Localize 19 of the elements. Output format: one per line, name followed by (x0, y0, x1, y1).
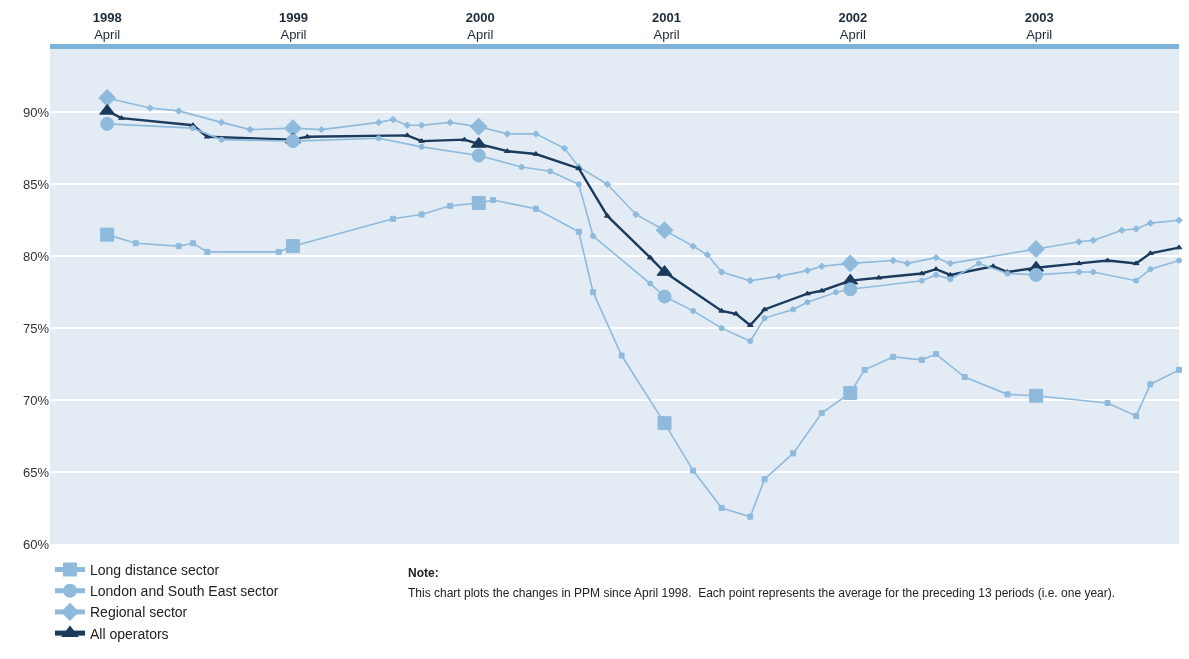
text: Note: (408, 566, 439, 580)
y-tick-label: 75% (22, 320, 50, 336)
y-tick-label: 85% (22, 176, 50, 192)
legend-label: All operators (90, 625, 169, 642)
y-tick-label: 60% (22, 536, 50, 552)
x-tick-label: 1999 April (279, 9, 308, 42)
y-tick-label: 80% (22, 248, 50, 264)
y-tick-label: 65% (22, 464, 50, 480)
text: This chart plots the changes in PPM since April 1998. Each point represents the average for the preceding 13 periods (i.e. one year). (408, 586, 1116, 600)
legend-label: Regional sector (90, 604, 188, 621)
y-tick-label: 90% (22, 104, 50, 120)
x-tick-label: 1998 April (92, 9, 122, 42)
x-tick-label: 2001 April (652, 9, 682, 42)
y-tick-label: 70% (22, 392, 50, 408)
x-tick-label: 2002 April (838, 9, 868, 42)
x-tick-label: 2003 April (1024, 9, 1054, 42)
x-tick-label: 2000 April (465, 9, 495, 42)
legend-label: London and South East sector (90, 583, 279, 600)
legend-label: Long distance sector (90, 561, 220, 578)
